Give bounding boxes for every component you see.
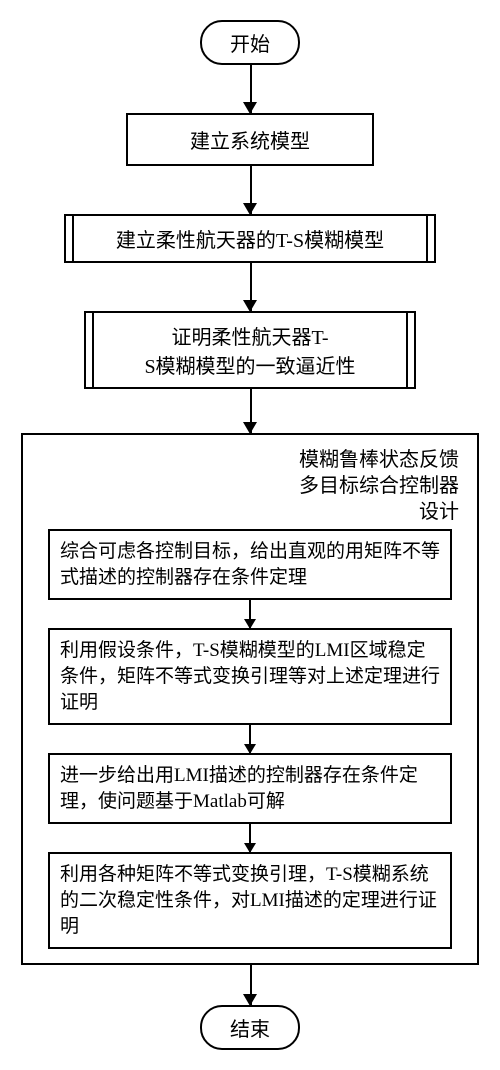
group-inner: 综合可虑各控制目标，给出直观的用矩阵不等式描述的控制器存在条件定理 利用假设条件… (35, 529, 465, 949)
controller-design-group: 模糊鲁棒状态反馈 多目标综合控制器 设计 综合可虑各控制目标，给出直观的用矩阵不… (21, 433, 479, 965)
group-step-1: 综合可虑各控制目标，给出直观的用矩阵不等式描述的控制器存在条件定理 (48, 529, 452, 600)
group-title-line: 模糊鲁棒状态反馈 (299, 449, 459, 471)
step-build-ts-fuzzy-model: 建立柔性航天器的T-S模糊模型 (64, 214, 436, 263)
arrow (249, 824, 251, 852)
group-title-line: 设计 (419, 501, 459, 523)
group-title-line: 多目标综合控制器 (299, 475, 459, 497)
group-title: 模糊鲁棒状态反馈 多目标综合控制器 设计 (35, 445, 465, 529)
flowchart-root: 开始 建立系统模型 建立柔性航天器的T-S模糊模型 证明柔性航天器T- S模糊模… (20, 20, 480, 1050)
step-build-system-model: 建立系统模型 (126, 113, 374, 166)
step-prove-approximation: 证明柔性航天器T- S模糊模型的一致逼近性 (84, 311, 416, 389)
end-terminator: 结束 (200, 1005, 300, 1050)
group-step-4: 利用各种矩阵不等式变换引理，T-S模糊系统的二次稳定性条件，对LMI描述的定理进… (48, 852, 452, 949)
group-step-3: 进一步给出用LMI描述的控制器存在条件定理，使问题基于Matlab可解 (48, 753, 452, 824)
arrow (249, 725, 251, 753)
group-step-2: 利用假设条件，T-S模糊模型的LMI区域稳定条件，矩阵不等式变换引理等对上述定理… (48, 628, 452, 725)
start-terminator: 开始 (200, 20, 300, 65)
arrow (249, 600, 251, 628)
